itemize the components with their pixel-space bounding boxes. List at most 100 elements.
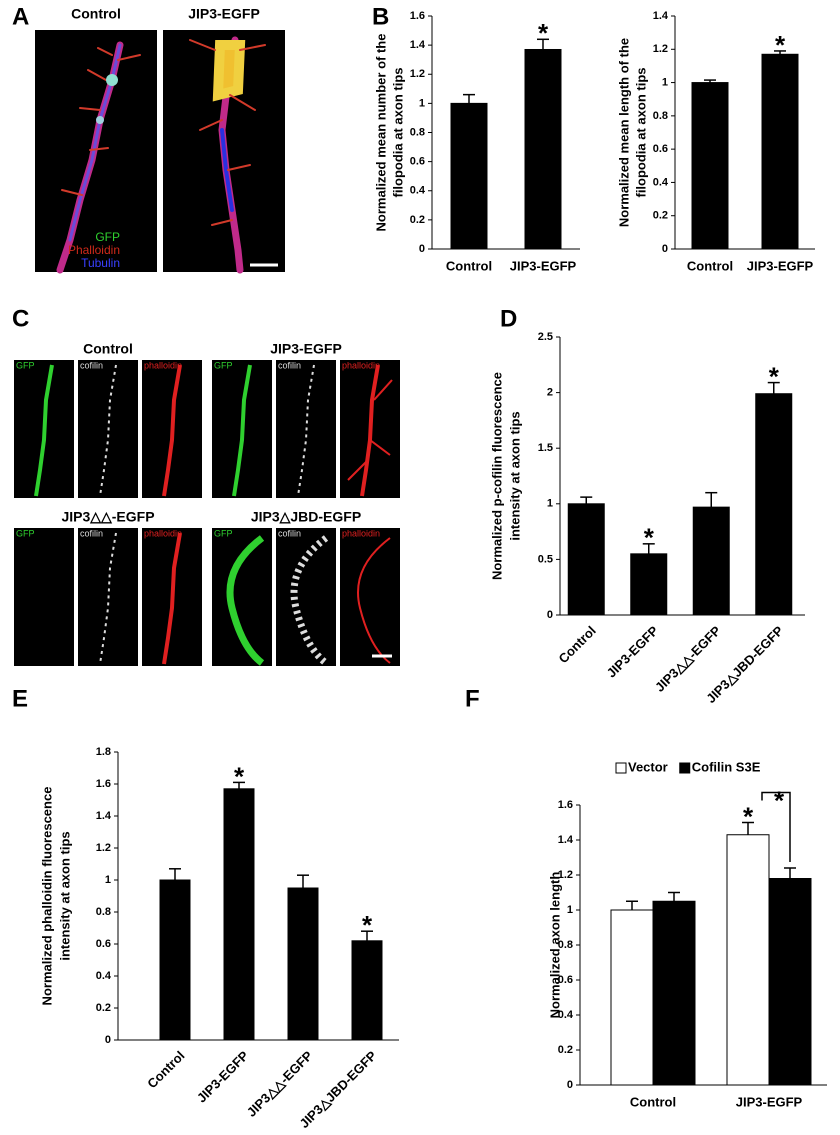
neurite <box>347 379 393 481</box>
y-axis-label: Normalized mean length of the <box>616 38 631 227</box>
image-title: Control <box>83 341 133 357</box>
y-tick-label: 0.4 <box>410 185 426 197</box>
y-tick-label: 1.4 <box>96 810 112 822</box>
y-tick-label: 1.4 <box>653 10 669 22</box>
y-tick-label: 1 <box>105 874 111 886</box>
channel-label: GFP <box>214 528 233 538</box>
error-bar <box>361 930 373 941</box>
y-tick-label: 1.2 <box>653 43 668 55</box>
error-bar <box>742 821 754 835</box>
y-tick-label: 1.4 <box>410 39 426 51</box>
y-tick-label: 0 <box>419 243 425 255</box>
x-tick-label: JIP3-EGFP <box>736 1094 803 1109</box>
neurite <box>226 535 265 666</box>
bar <box>755 393 793 616</box>
y-tick-label: 0.4 <box>653 176 669 188</box>
legend-label: Cofilin S3E <box>692 759 761 774</box>
panel-label: D <box>500 305 517 332</box>
neurite <box>99 532 117 665</box>
error-bar <box>704 79 716 83</box>
y-tick-label: 1.6 <box>96 778 111 790</box>
y-tick-label: 0 <box>662 243 668 255</box>
channel-label: Phalloidin <box>68 243 120 257</box>
y-tick-label: 0.8 <box>558 939 573 951</box>
y-tick-label: 1.5 <box>538 442 553 454</box>
y-tick-label: 1.6 <box>410 10 425 22</box>
significance-marker: * <box>743 801 754 831</box>
x-tick-label: JIP3△△-EGFP <box>244 1048 316 1120</box>
neurite <box>290 535 329 666</box>
channel-label: phalloidin <box>342 360 380 370</box>
significance-marker: * <box>769 361 780 391</box>
y-tick-label: 0 <box>105 1034 111 1046</box>
neurite <box>232 364 252 497</box>
y-axis-label: Normalized axon length <box>547 872 562 1019</box>
x-tick-label: Control <box>687 258 733 273</box>
error-bar <box>626 900 638 910</box>
error-bar <box>668 891 680 902</box>
comparison-label: * <box>774 785 785 815</box>
channel-label: phalloidin <box>144 360 182 370</box>
bar <box>691 82 729 250</box>
channel-label: cofilin <box>80 360 103 370</box>
y-tick-label: 1.4 <box>558 834 574 846</box>
y-axis-label: intensity at axon tips <box>507 411 522 540</box>
neurite <box>297 364 315 497</box>
significance-marker: * <box>234 761 245 791</box>
y-tick-label: 0.2 <box>558 1044 573 1056</box>
bar <box>567 503 605 616</box>
y-tick-label: 1.6 <box>558 799 573 811</box>
channel-label: GFP <box>95 230 120 244</box>
x-tick-label: JIP3△△-EGFP <box>652 623 724 695</box>
y-tick-label: 1 <box>547 498 553 510</box>
y-tick-label: 1.2 <box>96 842 111 854</box>
bar <box>768 878 812 1086</box>
error-bar <box>642 543 655 554</box>
neurite <box>56 36 266 274</box>
channel-label: phalloidin <box>342 528 380 538</box>
y-tick-label: 1.2 <box>410 68 425 80</box>
legend-swatch <box>615 762 627 774</box>
y-tick-label: 2 <box>547 387 553 399</box>
significance-marker: * <box>644 523 655 553</box>
y-tick-label: 0.8 <box>96 906 111 918</box>
y-tick-label: 0.6 <box>653 143 668 155</box>
error-bar <box>537 38 549 50</box>
bar <box>223 788 255 1041</box>
channel-label: Tubulin <box>81 256 120 270</box>
bar <box>630 553 668 616</box>
channel-label: GFP <box>16 360 35 370</box>
y-tick-label: 0.8 <box>653 110 668 122</box>
y-axis-label: Normalized phalloidin fluorescence <box>39 787 54 1006</box>
panel-label: C <box>12 305 29 332</box>
bar <box>652 900 696 1086</box>
error-bar <box>297 874 309 888</box>
bar <box>726 834 770 1086</box>
y-tick-label: 0.4 <box>96 970 112 982</box>
micrograph <box>14 528 74 666</box>
panel-label: A <box>12 3 29 30</box>
neurite <box>99 364 117 497</box>
x-tick-label: Control <box>446 258 492 273</box>
y-axis-label: intensity at axon tips <box>57 831 72 960</box>
bar <box>761 53 799 250</box>
significance-marker: * <box>775 30 786 60</box>
y-tick-label: 0.6 <box>410 156 425 168</box>
neurite <box>34 364 54 497</box>
y-tick-label: 1 <box>567 904 573 916</box>
comparison-bracket <box>761 791 791 862</box>
y-tick-label: 0 <box>567 1079 573 1091</box>
significance-marker: * <box>362 910 373 940</box>
bar <box>159 879 191 1041</box>
micrograph <box>212 528 272 666</box>
error-bar <box>767 381 780 394</box>
panel-label: B <box>372 3 389 30</box>
legend-label: Vector <box>628 759 668 774</box>
channel-label: phalloidin <box>144 528 182 538</box>
channel-label: cofilin <box>80 528 103 538</box>
x-tick-label: JIP3-EGFP <box>510 258 577 273</box>
y-axis-label: Normalized p-cofilin fluorescence <box>489 372 504 580</box>
legend-swatch <box>679 762 691 774</box>
neurite <box>162 532 182 665</box>
